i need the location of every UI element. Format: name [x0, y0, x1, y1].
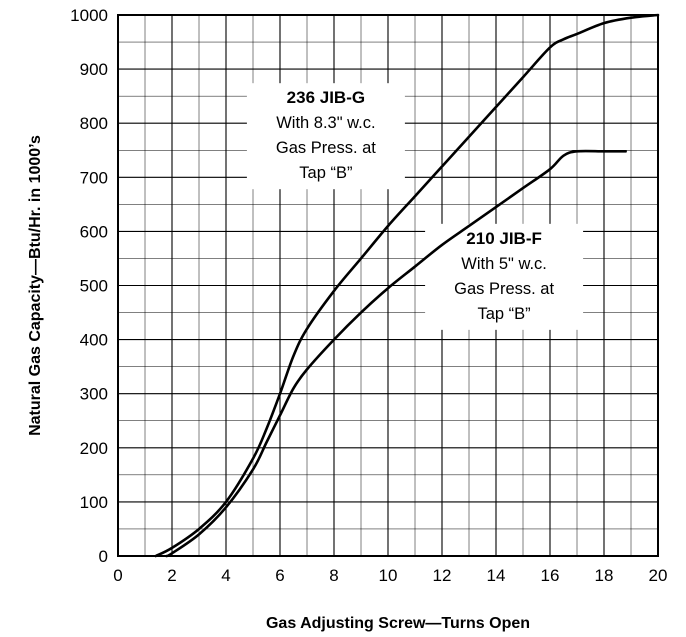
annotation-background [246, 83, 405, 190]
y-tick-label: 900 [80, 60, 108, 79]
x-tick-label: 16 [541, 566, 560, 585]
annotation-1: 236 JIB-G With 8.3" w.c. Gas Press. at Tap … [246, 83, 405, 190]
annotation-line: Gas Press. at [454, 280, 554, 298]
annotation-2: 210 JIB-F With 5" w.c. Gas Press. at Tap “B… [425, 223, 584, 330]
annotation-line: With 8.3" w.c. [276, 114, 375, 132]
x-axis-title: Gas Adjusting Screw—Turns Open [266, 615, 530, 632]
series-line-2 [165, 149, 627, 558]
x-tick-label: 0 [113, 566, 122, 585]
y-tick-label: 200 [80, 439, 108, 458]
annotation-line: Tap “B” [299, 164, 352, 182]
x-tick-label: 6 [275, 566, 284, 585]
y-axis-title: Natural Gas Capacity—Btu/Hr. in 1000’s [27, 135, 44, 436]
x-tick-label: 20 [649, 566, 668, 585]
x-tick-label: 2 [167, 566, 176, 585]
annotation-line: Gas Press. at [276, 139, 376, 157]
x-tick-label: 4 [221, 566, 230, 585]
y-tick-label: 700 [80, 168, 108, 187]
x-tick-label: 8 [329, 566, 338, 585]
annotation-line: With 5" w.c. [461, 255, 547, 273]
series-line-1 [154, 13, 660, 558]
y-tick-label: 300 [80, 385, 108, 404]
y-tick-labels: 0 100 200 300 400 500 600 700 800 900 1000 [70, 6, 108, 566]
y-tick-label: 0 [99, 547, 108, 566]
x-tick-label: 12 [433, 566, 452, 585]
y-tick-label: 800 [80, 114, 108, 133]
annotation-background [425, 223, 584, 330]
y-tick-label: 100 [80, 493, 108, 512]
y-tick-label: 1000 [70, 6, 108, 25]
x-tick-label: 18 [595, 566, 614, 585]
annotation-title: 210 JIB-F [466, 229, 542, 248]
x-tick-labels: 0 2 4 6 8 10 12 14 16 18 20 [113, 566, 667, 585]
y-tick-label: 500 [80, 277, 108, 296]
annotations: 236 JIB-G With 8.3" w.c. Gas Press. at Tap … [246, 83, 584, 330]
annotation-line: Tap “B” [478, 305, 531, 323]
x-tick-label: 10 [379, 566, 398, 585]
plot-frame [117, 14, 659, 557]
y-tick-label: 600 [80, 222, 108, 241]
annotation-title: 236 JIB-G [287, 88, 365, 107]
series [154, 13, 660, 558]
y-tick-label: 400 [80, 331, 108, 350]
x-tick-label: 14 [487, 566, 506, 585]
